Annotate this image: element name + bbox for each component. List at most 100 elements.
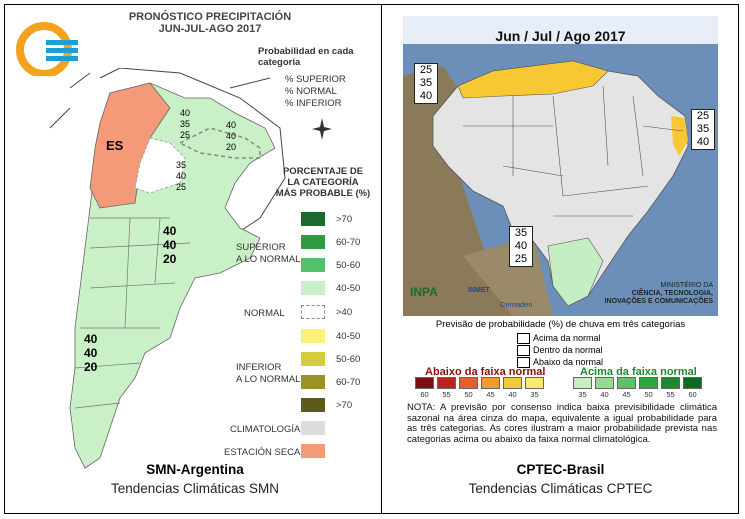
below-value-0: 60 — [420, 390, 429, 399]
below-value-3: 45 — [486, 390, 495, 399]
above-swatch-1 — [595, 377, 614, 389]
smn-title-line1: PRONÓSTICO PRECIPITACIÓN — [128, 11, 292, 23]
panel-divider — [381, 4, 382, 514]
superior-label-1: SUPERIOR — [236, 242, 286, 253]
map-values-c: 35 40 25 — [176, 160, 186, 193]
swatch-sup-70 — [301, 212, 325, 226]
figure-frame — [4, 4, 739, 514]
smn-caption-title: SMN-Argentina — [146, 462, 244, 477]
prob-inferior: % INFERIOR — [285, 98, 342, 109]
map-values-ne: 40 35 25 — [180, 108, 190, 141]
ne-nor: 35 — [180, 119, 191, 129]
swatch-inf-40 — [301, 329, 325, 343]
box-s-1: 35 — [514, 227, 528, 239]
below-value-1: 55 — [442, 390, 451, 399]
above-swatch-2 — [617, 377, 636, 389]
smn-title-line2: JUN-JUL-AGO 2017 — [158, 23, 262, 35]
prev-title: Previsão de probabilidade (%) de chuva e… — [435, 319, 686, 330]
ministry-2: CIÊNCIA, TECNOLOGIA, — [631, 290, 713, 297]
box-s: 35 40 25 — [509, 226, 533, 267]
estacion-seca-label: ESTACIÓN SECA — [224, 447, 301, 458]
swatch-inf-60 — [301, 375, 325, 389]
s-sup: 40 — [84, 332, 98, 346]
s-nor: 40 — [84, 346, 98, 360]
swatch-sup-60 — [301, 235, 325, 249]
s-inf: 20 — [84, 360, 98, 374]
cptec-caption-sub: Tendencias Climáticas CPTEC — [468, 481, 653, 496]
argentina-map — [49, 68, 286, 469]
prob-normal: % NORMAL — [285, 86, 337, 97]
prob-list: % SUPERIOR % NORMAL % INFERIOR — [285, 74, 346, 110]
legend-sup-40: 40-50 — [336, 283, 361, 294]
legend-inf-60: 60-70 — [336, 377, 361, 388]
below-swatch-0 — [415, 377, 434, 389]
below-swatch-3 — [481, 377, 500, 389]
ministry-block: MINISTÉRIO DA CIÊNCIA, TECNOLOGIA, INOVA… — [595, 282, 713, 306]
prob-title-2: categoría — [258, 57, 301, 68]
m-nor: 40 — [163, 238, 177, 252]
legend-inf-40: 40-50 — [336, 331, 361, 342]
legend-normal: >40 — [336, 307, 353, 318]
compass-icon — [312, 118, 332, 140]
label-es: ES — [106, 138, 124, 153]
below-swatch-4 — [503, 377, 522, 389]
smn-title: PRONÓSTICO PRECIPITACIÓN JUN-JUL-AGO 201… — [80, 11, 340, 35]
prob-superior: % SUPERIOR — [285, 74, 346, 85]
ministry-1: MINISTÉRIO DA — [660, 282, 713, 289]
below-swatch-5 — [525, 377, 544, 389]
box-ne-2: 35 — [696, 123, 710, 135]
above-value-5: 60 — [688, 390, 697, 399]
pct-title-3: MÁS PROBABLE (%) — [275, 188, 371, 199]
scale-above-title: Acima da faixa normal — [580, 366, 697, 378]
inferior-label-2: A LO NORMAL — [236, 374, 301, 385]
ministry-3: INOVAÇÕES E COMUNICAÇÕES — [604, 298, 713, 305]
smn-logo — [16, 22, 78, 76]
scale-below-title: Abaixo da faixa normal — [425, 366, 546, 378]
below-swatch-1 — [437, 377, 456, 389]
brazil-map — [403, 16, 718, 316]
box-ne-1: 25 — [696, 110, 710, 122]
e-inf: 20 — [226, 142, 237, 152]
c-sup: 35 — [176, 160, 187, 170]
legend-sup-70: >70 — [336, 214, 353, 225]
ne-inf: 25 — [180, 130, 191, 140]
box-nw-2: 35 — [419, 77, 433, 89]
swatch-inf-70 — [301, 398, 325, 412]
legend-sup-50: 50-60 — [336, 260, 361, 271]
box-s-2: 40 — [514, 240, 528, 252]
map-values-e: 40 40 20 — [226, 120, 236, 153]
cemaden-logo: Cemaden — [500, 300, 533, 309]
swatch-sup-40 — [301, 281, 325, 295]
above-swatch-3 — [639, 377, 658, 389]
above-value-4: 55 — [666, 390, 675, 399]
pct-title-2: LA CATEGORÍA — [287, 177, 359, 188]
pct-title: PORCENTAJE DE LA CATEGORÍA MÁS PROBABLE … — [268, 166, 378, 199]
box-s-3: 25 — [514, 253, 528, 265]
prob-title: Probabilidad en cada categoría — [258, 46, 354, 68]
box-nw-1: 25 — [419, 64, 433, 76]
m-sup: 40 — [163, 224, 177, 238]
swatch-inf-50 — [301, 352, 325, 366]
above-value-3: 50 — [644, 390, 653, 399]
leg-acima: Acima da normal — [533, 333, 601, 343]
box-nw: 25 35 40 — [414, 63, 438, 104]
legend-inf-50: 50-60 — [336, 354, 361, 365]
normal-label: NORMAL — [244, 308, 285, 319]
superior-label: SUPERIOR A LO NORMAL — [236, 242, 300, 266]
above-value-2: 45 — [622, 390, 631, 399]
below-value-5: 35 — [530, 390, 539, 399]
pct-title-1: PORCENTAJE DE — [282, 166, 364, 177]
swatch-sup-50 — [301, 258, 325, 272]
inferior-label-1: INFERIOR — [236, 362, 282, 373]
leg-dentro-box — [517, 345, 530, 356]
c-inf: 25 — [176, 182, 187, 192]
box-nw-3: 40 — [419, 90, 433, 102]
ne-sup: 40 — [180, 108, 191, 118]
below-value-4: 40 — [508, 390, 517, 399]
leg-dentro: Dentro da normal — [533, 345, 603, 355]
cptec-caption-title: CPTEC-Brasil — [516, 462, 605, 477]
above-swatch-5 — [683, 377, 702, 389]
c-nor: 40 — [176, 171, 187, 181]
box-ne-3: 40 — [696, 136, 710, 148]
swatch-estacion-seca — [301, 444, 325, 458]
